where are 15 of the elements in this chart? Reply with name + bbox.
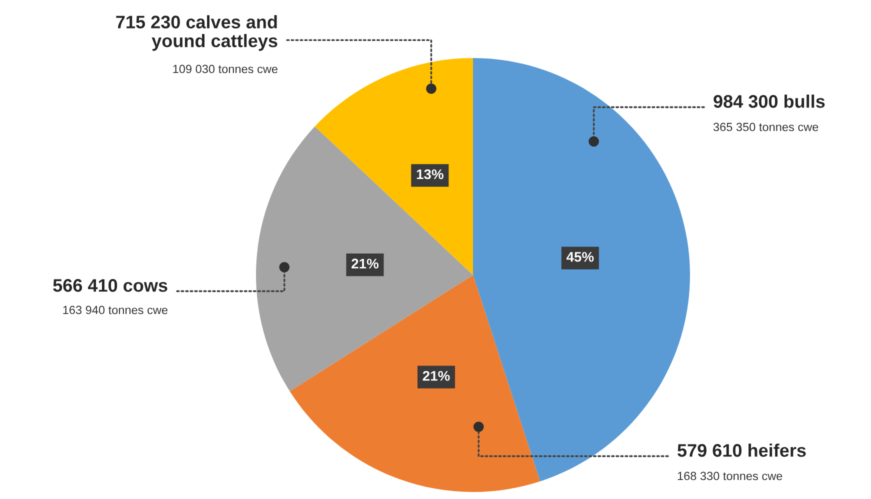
data-label: 45%	[566, 252, 594, 262]
slice-label: 984 300 bulls	[714, 94, 825, 108]
slice-label: 566 410 cows	[53, 279, 168, 292]
slice-label: 579 610 heifers	[678, 444, 806, 457]
text: 168 330 tonnes cwe	[678, 472, 782, 480]
data-label: 21%	[352, 258, 379, 268]
pie-slice	[290, 275, 540, 492]
pie-slice	[314, 58, 473, 275]
text: 109 030 tonnes cwe	[173, 64, 278, 74]
slice-label: 715 230 calves and yound cattleys	[116, 15, 278, 51]
data-label: 21%	[422, 370, 450, 381]
text: 163 940 tonnes cwe	[63, 306, 168, 314]
text: 365 350 tonnes cwe	[713, 122, 818, 132]
data-label: 13%	[416, 169, 444, 180]
pie-slice	[256, 126, 473, 392]
